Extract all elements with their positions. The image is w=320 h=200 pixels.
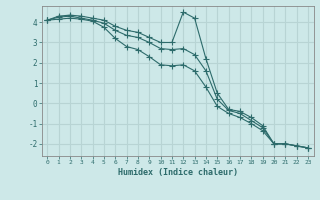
- X-axis label: Humidex (Indice chaleur): Humidex (Indice chaleur): [118, 168, 237, 177]
